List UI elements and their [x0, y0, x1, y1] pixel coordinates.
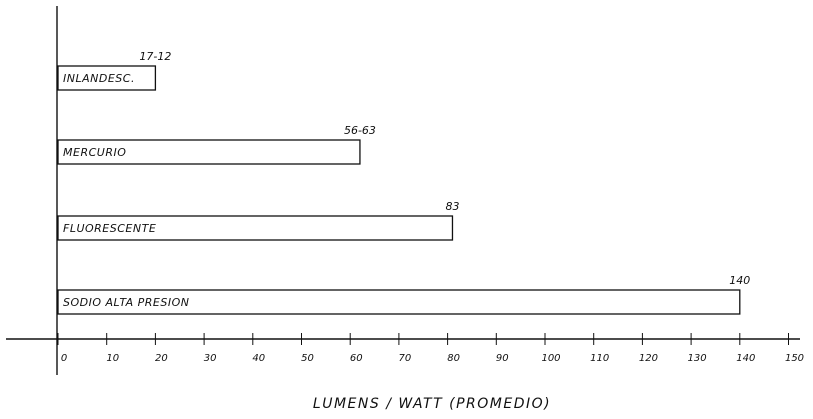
bar: [57, 139, 361, 165]
bar-value-label: 56-63: [344, 124, 376, 137]
x-ticks: 0 10 20 30 40 50 60 70 80 90 100 110 120 130 140 150: [57, 333, 804, 364]
x-tick-label: 140: [736, 353, 755, 364]
bar: [57, 215, 454, 241]
x-tick-label: 150: [785, 353, 804, 364]
x-tick-label: 0: [61, 353, 67, 364]
x-tick-label: 50: [301, 353, 314, 364]
x-tick-label: 10: [106, 353, 119, 364]
bar: [57, 65, 157, 91]
x-tick-label: 30: [204, 353, 217, 364]
bar-category-label: INLANDESC.: [63, 72, 135, 85]
x-tick-label: 130: [688, 353, 707, 364]
bar-category-label: MERCURIO: [63, 146, 126, 159]
x-tick-label: 90: [496, 353, 509, 364]
x-tick-label: 100: [541, 353, 560, 364]
bars: INLANDESC. 17-12 MERCURIO 56-63 FLUORESCENTE…: [57, 50, 750, 315]
bar: [57, 289, 741, 315]
x-tick-label: 110: [590, 353, 609, 364]
bar-value-label: 83: [445, 200, 459, 213]
bar-category-label: FLUORESCENTE: [63, 222, 156, 235]
bar-value-label: 17-12: [139, 50, 171, 63]
x-tick-label: 60: [350, 353, 363, 364]
x-tick-label: 20: [155, 353, 168, 364]
bar-value-label: 140: [729, 274, 750, 287]
x-tick-label: 120: [639, 353, 658, 364]
x-tick-label: 40: [252, 353, 265, 364]
x-tick-label: 80: [447, 353, 460, 364]
bar-category-label: SODIO ALTA PRESION: [63, 296, 190, 309]
x-axis-title: LUMENS / WATT (PROMEDIO): [313, 396, 551, 412]
axes: [6, 6, 800, 375]
x-tick-label: 70: [399, 353, 412, 364]
